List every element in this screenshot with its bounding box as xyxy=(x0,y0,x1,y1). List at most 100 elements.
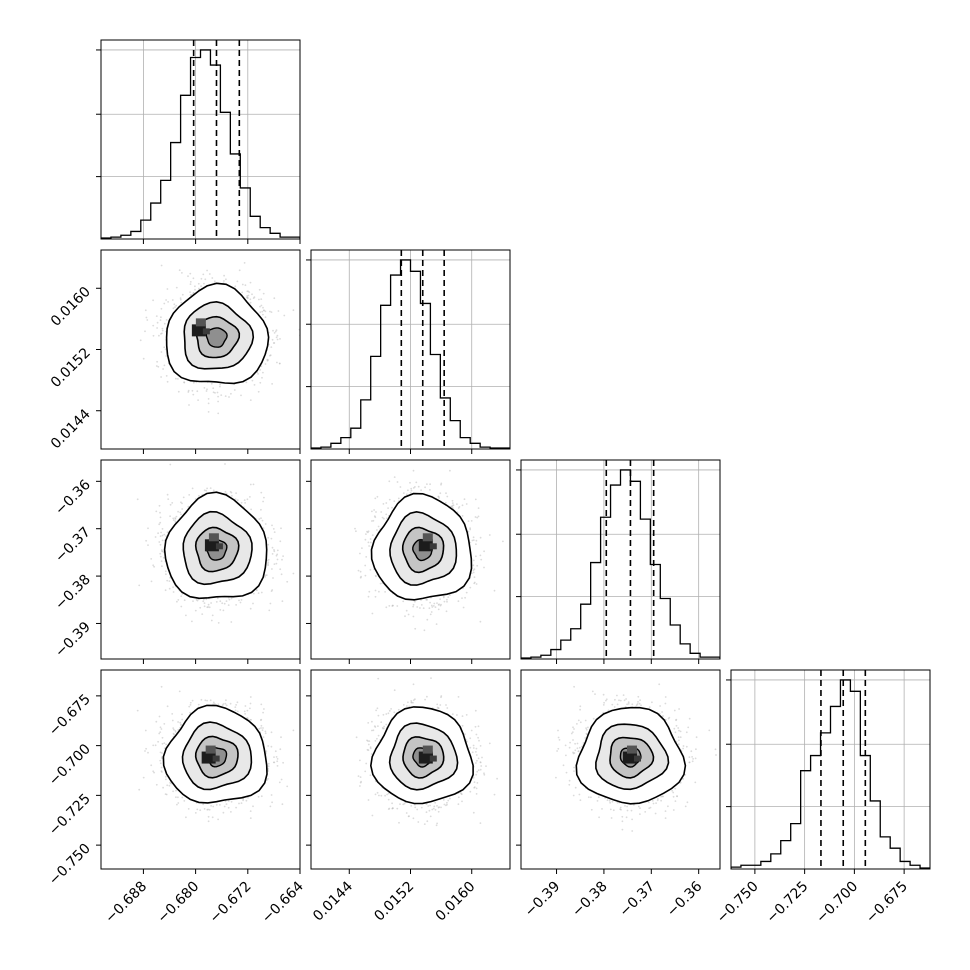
contour-level-3 xyxy=(205,327,228,348)
scatter-point xyxy=(260,365,263,368)
histogram-panel-0 xyxy=(96,39,301,244)
scatter-point xyxy=(161,528,164,530)
panel-content xyxy=(139,262,300,415)
scatter-point xyxy=(258,288,261,291)
scatter-point xyxy=(253,296,256,298)
scatter-point xyxy=(139,339,142,342)
scatter-point xyxy=(271,338,274,341)
scatter-point xyxy=(259,381,262,384)
scatter-point xyxy=(203,387,206,389)
scatter-point xyxy=(158,504,161,507)
scatter-point xyxy=(172,586,175,589)
scatter-point xyxy=(264,523,267,525)
scatter-point xyxy=(235,492,238,494)
scatter-point xyxy=(270,537,273,540)
y-tick-label: −0.39 xyxy=(52,619,94,661)
scatter-point xyxy=(205,390,208,392)
panel-frame xyxy=(100,459,301,660)
scatter-point xyxy=(234,285,237,288)
scatter-point xyxy=(244,284,247,287)
scatter-point xyxy=(269,602,272,605)
scatter-point xyxy=(169,463,172,466)
scatter-point xyxy=(163,533,166,536)
scatter-point xyxy=(269,354,271,357)
scatter-point xyxy=(136,498,139,501)
scatter-point xyxy=(171,502,174,504)
scatter-point xyxy=(167,498,170,500)
scatter-point xyxy=(160,316,162,319)
scatter-point xyxy=(177,390,180,393)
scatter-point xyxy=(275,329,278,331)
scatter-point xyxy=(147,544,149,546)
scatter-point xyxy=(407,489,409,492)
scatter-point xyxy=(475,543,477,546)
scatter-point xyxy=(252,592,255,595)
scatter-point xyxy=(271,546,274,549)
scatter-point xyxy=(211,277,214,279)
scatter-point xyxy=(206,388,208,391)
scatter-point xyxy=(211,614,214,617)
scatter-point xyxy=(240,501,243,504)
scatter-point xyxy=(383,517,385,520)
scatter-point xyxy=(212,387,215,390)
scatter-point xyxy=(251,379,254,382)
scatter-point xyxy=(160,531,163,534)
scatter-point xyxy=(367,595,370,598)
panel-content xyxy=(354,469,504,632)
scatter-point xyxy=(168,587,171,590)
scatter-point xyxy=(159,535,162,538)
scatter-point xyxy=(397,497,400,500)
scatter-point xyxy=(181,508,184,510)
scatter-point xyxy=(214,392,216,394)
scatter-point xyxy=(240,394,242,397)
scatter-point xyxy=(359,552,361,555)
scatter-point xyxy=(261,376,263,379)
scatter-point xyxy=(376,495,379,498)
scatter-point xyxy=(180,301,183,304)
scatter-point xyxy=(276,334,279,337)
scatter-point xyxy=(480,558,483,561)
scatter-point xyxy=(260,298,263,300)
scatter-point xyxy=(283,314,286,317)
scatter-point xyxy=(249,607,252,610)
panel-frame xyxy=(310,249,511,450)
scatter-point xyxy=(272,528,275,530)
scatter-point xyxy=(154,536,157,538)
scatter-point xyxy=(169,515,172,518)
scatter-point xyxy=(231,495,233,497)
scatter-point xyxy=(273,342,276,344)
scatter-point xyxy=(160,264,163,267)
scatter-point xyxy=(260,591,263,594)
scatter-point xyxy=(271,524,273,527)
scatter-point xyxy=(215,601,218,603)
scatter-point xyxy=(262,527,265,529)
scatter-point xyxy=(196,390,199,393)
scatter-point xyxy=(146,319,149,321)
scatter-point xyxy=(191,487,194,490)
scatter-point xyxy=(212,489,215,492)
scatter-point xyxy=(262,371,264,374)
scatter-point xyxy=(152,324,155,327)
scatter-point xyxy=(191,620,193,623)
scatter-point xyxy=(224,490,227,493)
scatter-point xyxy=(166,579,169,582)
peak-pixel xyxy=(215,543,223,550)
scatter-point xyxy=(257,390,260,393)
scatter-point xyxy=(270,311,273,313)
scatter-point xyxy=(365,556,368,558)
scatter-point xyxy=(267,563,269,565)
scatter-point xyxy=(276,549,279,552)
scatter-point xyxy=(273,531,276,533)
scatter-point xyxy=(201,613,204,615)
scatter-point xyxy=(217,412,220,415)
scatter-point xyxy=(187,505,190,508)
scatter-point xyxy=(243,262,246,264)
scatter-point xyxy=(181,293,184,296)
scatter-point xyxy=(165,375,168,377)
scatter-point xyxy=(159,521,162,524)
scatter-point xyxy=(181,272,183,274)
scatter-point xyxy=(271,568,273,570)
scatter-point xyxy=(162,368,165,370)
scatter-point xyxy=(172,519,175,521)
scatter-point xyxy=(150,580,153,583)
